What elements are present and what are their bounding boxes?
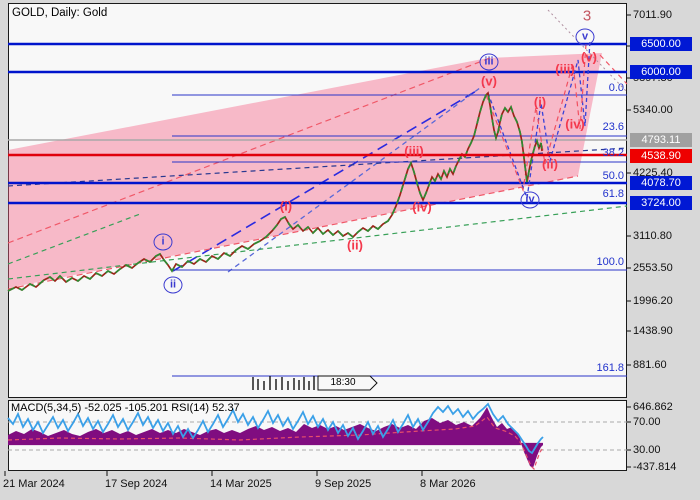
macd-signal-line bbox=[7, 416, 544, 471]
trendline-4[interactable] bbox=[7, 213, 141, 265]
trendline-5[interactable] bbox=[7, 205, 628, 280]
trendline-3[interactable] bbox=[7, 175, 579, 290]
price-series-green bbox=[7, 91, 543, 292]
trendline-0[interactable] bbox=[172, 89, 479, 272]
rsi-line bbox=[7, 402, 544, 455]
trendline-7[interactable] bbox=[547, 9, 628, 93]
trendline-2[interactable] bbox=[7, 57, 491, 244]
main-price-pane[interactable] bbox=[8, 3, 627, 398]
macd-histogram bbox=[8, 407, 543, 468]
trendline-8[interactable] bbox=[599, 54, 628, 85]
projection-zigzag-1 bbox=[485, 43, 587, 193]
session-flag-shape bbox=[317, 375, 378, 391]
projection-zigzag-0 bbox=[487, 39, 591, 199]
trendline-1[interactable] bbox=[227, 84, 485, 273]
forecast-channel bbox=[8, 53, 602, 288]
